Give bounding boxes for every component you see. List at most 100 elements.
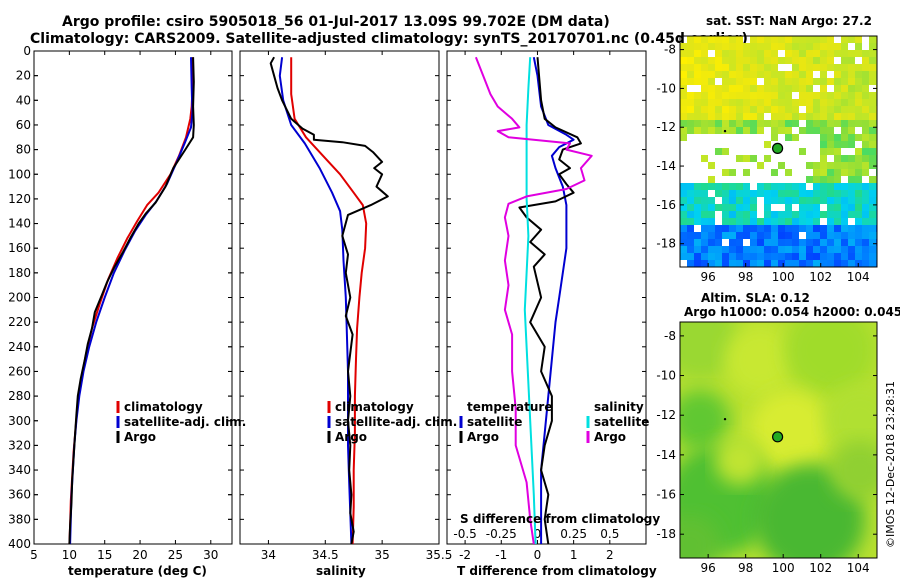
sst-pixel: [820, 169, 827, 176]
sst-pixel: [869, 148, 876, 155]
sst-pixel: [820, 99, 827, 106]
sst-pixel: [694, 211, 701, 218]
sst-pixel: [862, 127, 869, 134]
sst-pixel: [764, 120, 771, 127]
sst-pixel: [820, 57, 827, 64]
sst-pixel: [855, 246, 862, 253]
sst-pixel: [764, 71, 771, 78]
sst-pixel: [729, 43, 736, 50]
difference-plot: -2 -1 0 1 2 -0.5 -0.25 0 0.25 0.5: [447, 50, 646, 562]
sst-pixel: [778, 57, 785, 64]
series-line-satellite-adj-clim-: [69, 57, 194, 545]
sst-pixel: [722, 85, 729, 92]
sst-pixel: [834, 169, 841, 176]
sst-pixel: [687, 239, 694, 246]
sst-pixel: [687, 246, 694, 253]
sst-pixel: [813, 253, 820, 260]
sst-pixel: [743, 169, 750, 176]
sst-pixel: [701, 106, 708, 113]
sst-pixel: [848, 134, 855, 141]
sst-pixel: [694, 78, 701, 85]
sst-pixel: [701, 190, 708, 197]
sst-pixel: [862, 225, 869, 232]
sst-pixel: [701, 71, 708, 78]
legend-temp-satellite: satellite: [467, 415, 522, 429]
map-x-tick-label: 98: [738, 561, 753, 575]
sst-pixel: [736, 260, 743, 267]
sst-pixel: [841, 99, 848, 106]
sst-pixel: [855, 169, 862, 176]
x-tick-label: 30: [203, 548, 218, 562]
sst-pixel: [722, 197, 729, 204]
sla-blob: [680, 322, 740, 380]
sst-pixel: [813, 57, 820, 64]
sst-pixel: [722, 43, 729, 50]
sst-pixel: [743, 43, 750, 50]
sst-pixel: [715, 190, 722, 197]
sst-pixel: [701, 253, 708, 260]
sst-pixel: [785, 71, 792, 78]
sst-pixel: [687, 225, 694, 232]
sst-pixel: [687, 183, 694, 190]
y-tick-label: 300: [8, 414, 31, 428]
sst-pixel: [715, 225, 722, 232]
sst-pixel: [792, 246, 799, 253]
sst-pixel: [715, 239, 722, 246]
sst-pixel: [820, 71, 827, 78]
sst-pixel: [855, 190, 862, 197]
sst-pixel: [729, 253, 736, 260]
sst-pixel: [799, 99, 806, 106]
sst-pixel: [680, 218, 687, 225]
sst-pixel: [869, 57, 876, 64]
sst-pixel: [701, 92, 708, 99]
sst-pixel: [869, 197, 876, 204]
sst-pixel: [757, 120, 764, 127]
series-line-climatology: [290, 57, 368, 545]
sst-pixel: [841, 204, 848, 211]
sst-pixel: [729, 246, 736, 253]
sst-pixel: [862, 155, 869, 162]
sst-pixel: [834, 211, 841, 218]
sst-pixel: [834, 246, 841, 253]
sla-blob: [715, 435, 765, 485]
sst-map-title: sat. SST: NaN Argo: 27.2: [706, 14, 872, 28]
sst-pixel: [708, 92, 715, 99]
sla-blob: [725, 325, 795, 395]
sst-pixel: [708, 211, 715, 218]
sst-pixel: [820, 127, 827, 134]
sst-pixel: [785, 134, 792, 141]
sst-pixel: [820, 225, 827, 232]
map-x-tick-label: 100: [772, 561, 795, 575]
sst-pixel: [848, 99, 855, 106]
sst-pixel: [799, 260, 806, 267]
sst-pixel: [792, 120, 799, 127]
sst-pixel: [834, 92, 841, 99]
sst-pixel: [722, 260, 729, 267]
sst-pixel: [757, 253, 764, 260]
sst-pixel: [806, 57, 813, 64]
map-x-tick-label: 100: [772, 270, 795, 284]
salinity-plot: 34 34.5 35 35.5: [240, 50, 452, 562]
sst-pixel: [701, 99, 708, 106]
x-tick-label: -1: [495, 548, 507, 562]
sst-pixel: [750, 218, 757, 225]
sst-pixel: [764, 246, 771, 253]
sst-pixel: [750, 120, 757, 127]
sst-pixel: [834, 134, 841, 141]
sst-pixel: [813, 211, 820, 218]
sst-pixel: [834, 162, 841, 169]
sst-pixel: [708, 113, 715, 120]
sst-pixel: [750, 64, 757, 71]
sst-pixel: [813, 106, 820, 113]
sst-pixel: [722, 232, 729, 239]
sst-pixel: [750, 92, 757, 99]
sst-pixel: [743, 113, 750, 120]
sst-pixel: [715, 127, 722, 134]
sst-pixel: [687, 99, 694, 106]
sst-pixel: [869, 141, 876, 148]
sst-pixel: [869, 190, 876, 197]
sst-pixel: [764, 43, 771, 50]
sst-pixel: [680, 92, 687, 99]
sst-pixel: [708, 204, 715, 211]
sst-pixel: [687, 218, 694, 225]
